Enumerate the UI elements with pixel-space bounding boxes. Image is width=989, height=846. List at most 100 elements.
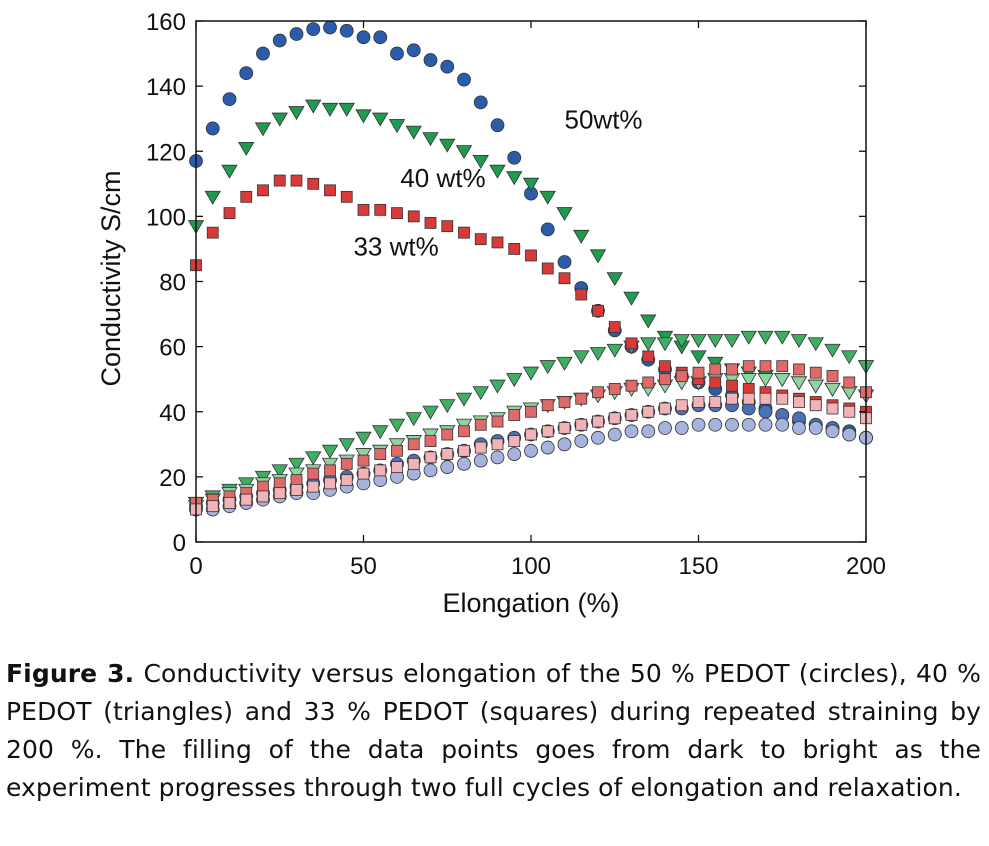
data-point bbox=[423, 53, 438, 67]
data-point bbox=[390, 46, 404, 61]
data-point bbox=[774, 330, 791, 345]
data-point bbox=[758, 404, 773, 419]
data-point bbox=[759, 360, 772, 373]
data-point bbox=[741, 417, 756, 432]
data-point bbox=[606, 272, 623, 287]
data-point bbox=[522, 366, 540, 381]
data-point bbox=[659, 360, 671, 373]
data-point bbox=[372, 425, 389, 440]
data-point bbox=[625, 337, 638, 350]
data-point bbox=[507, 447, 522, 461]
data-point bbox=[541, 425, 554, 438]
data-point bbox=[656, 337, 674, 352]
data-point bbox=[391, 461, 403, 474]
data-point bbox=[841, 386, 858, 401]
data-point bbox=[391, 207, 403, 220]
x-tick-label: 50 bbox=[350, 553, 377, 580]
data-point bbox=[490, 118, 505, 133]
y-tick-label: 140 bbox=[146, 74, 186, 101]
data-point bbox=[423, 463, 438, 478]
data-point bbox=[742, 383, 755, 395]
data-point bbox=[205, 121, 220, 136]
data-point bbox=[474, 441, 487, 454]
data-point bbox=[690, 350, 707, 365]
data-point bbox=[776, 392, 789, 405]
x-tick-label: 200 bbox=[846, 553, 886, 580]
data-point bbox=[307, 467, 320, 480]
data-point bbox=[740, 330, 757, 345]
data-point bbox=[608, 383, 621, 395]
data-point bbox=[758, 417, 773, 432]
data-point bbox=[607, 427, 622, 442]
data-point bbox=[843, 376, 856, 389]
data-point bbox=[306, 22, 321, 37]
data-point bbox=[455, 145, 473, 160]
data-point bbox=[405, 412, 422, 427]
data-point bbox=[709, 376, 722, 389]
data-point bbox=[641, 424, 656, 439]
data-point bbox=[793, 396, 805, 408]
data-point bbox=[256, 46, 270, 61]
data-point bbox=[557, 437, 572, 452]
data-point bbox=[407, 210, 420, 223]
data-point bbox=[790, 334, 808, 349]
data-point bbox=[757, 330, 774, 345]
data-point bbox=[222, 92, 237, 107]
data-point bbox=[640, 314, 657, 329]
data-point bbox=[556, 207, 573, 222]
series-annotation: 50wt% bbox=[565, 104, 643, 134]
data-point bbox=[288, 106, 305, 121]
data-point bbox=[726, 379, 738, 392]
data-point bbox=[288, 457, 305, 472]
data-point bbox=[575, 288, 588, 301]
data-point bbox=[826, 370, 839, 382]
data-point bbox=[472, 386, 489, 401]
data-point bbox=[508, 435, 521, 447]
data-point bbox=[338, 102, 355, 117]
data-point bbox=[709, 396, 722, 408]
data-point bbox=[508, 243, 521, 255]
data-point bbox=[692, 366, 705, 379]
data-point bbox=[522, 177, 540, 192]
x-tick-label: 150 bbox=[678, 553, 718, 580]
data-point bbox=[539, 360, 556, 375]
data-point bbox=[372, 112, 389, 127]
data-point bbox=[776, 360, 789, 373]
figure-label: Figure 3. bbox=[6, 659, 135, 688]
data-point bbox=[591, 430, 605, 445]
data-point bbox=[290, 483, 303, 496]
data-point bbox=[305, 99, 322, 114]
data-point bbox=[373, 30, 388, 45]
data-point bbox=[659, 373, 671, 386]
data-point bbox=[589, 249, 607, 264]
data-point bbox=[774, 373, 791, 388]
data-point bbox=[273, 174, 286, 187]
data-point bbox=[707, 334, 724, 349]
y-axis-label: Conductivity S/cm bbox=[96, 170, 126, 386]
data-point bbox=[356, 30, 371, 45]
data-point bbox=[273, 477, 286, 490]
data-point bbox=[807, 337, 824, 352]
data-point bbox=[204, 190, 221, 205]
x-tick-label: 0 bbox=[189, 553, 202, 580]
data-point bbox=[540, 440, 555, 455]
data-point bbox=[540, 222, 555, 237]
y-tick-label: 0 bbox=[173, 530, 186, 557]
data-point bbox=[674, 421, 689, 435]
data-points bbox=[187, 20, 875, 517]
data-point bbox=[424, 451, 437, 464]
x-tick-label: 100 bbox=[511, 553, 551, 580]
data-point bbox=[357, 203, 370, 216]
data-point bbox=[824, 382, 841, 397]
data-point bbox=[489, 164, 506, 179]
data-point bbox=[825, 424, 840, 439]
data-point bbox=[272, 33, 287, 48]
data-point bbox=[374, 203, 387, 216]
data-point bbox=[725, 417, 739, 432]
data-point bbox=[740, 373, 757, 388]
data-point bbox=[254, 122, 272, 137]
data-point bbox=[323, 20, 337, 35]
data-point bbox=[206, 500, 219, 513]
data-point bbox=[757, 373, 774, 388]
